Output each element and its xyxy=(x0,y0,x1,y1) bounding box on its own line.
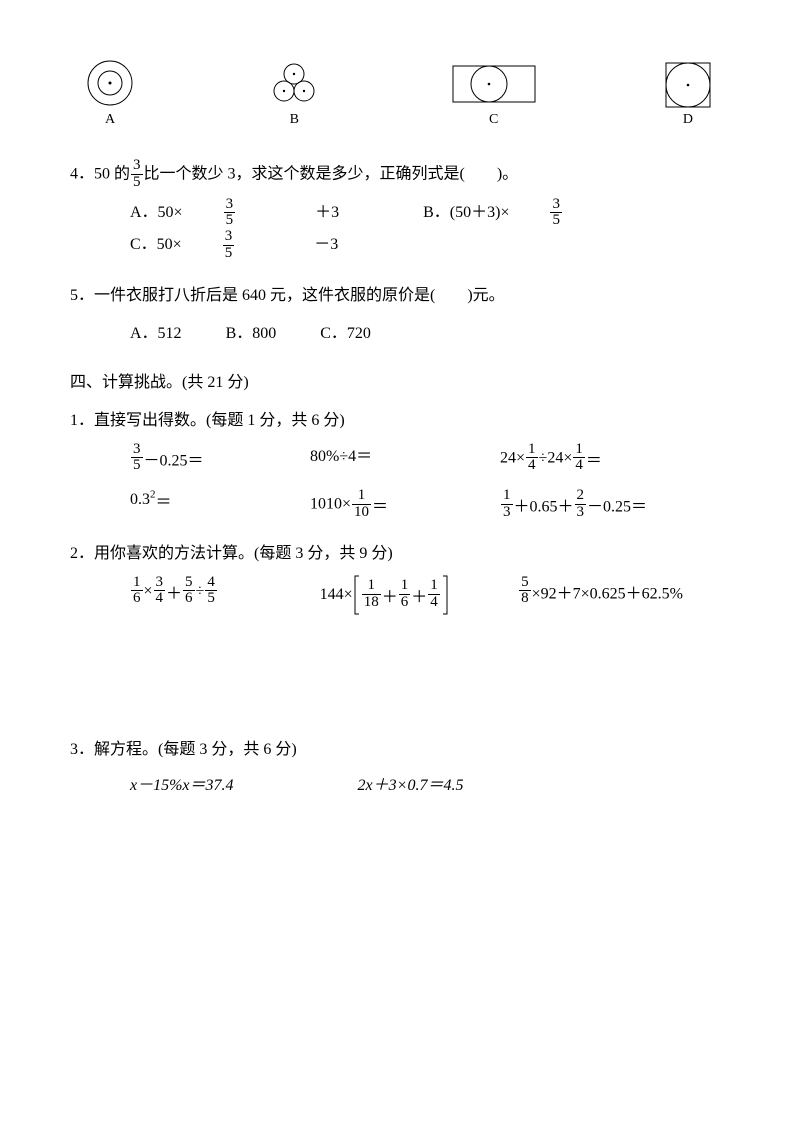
question-5: 5．一件衣服打八折后是 640 元，这件衣服的原价是( )元。 A．512 B．… xyxy=(70,280,723,350)
q4-suffix: 比一个数少 3，求这个数是多少，正确列式是( )。 xyxy=(144,165,519,182)
equation-1: x－15%x＝37.4 xyxy=(130,771,234,795)
three-circles-icon xyxy=(264,60,324,110)
figures-row: A B C xyxy=(70,60,723,128)
q4-option-a: A．50×35＋3 xyxy=(130,197,379,230)
calc-1b: 80%÷4＝ xyxy=(310,442,460,475)
calc-row-1: 35－0.25＝ 80%÷4＝ 24×14÷24×14＝ xyxy=(70,442,723,475)
circle-in-square-icon xyxy=(663,60,713,110)
q5-option-c: C．720 xyxy=(320,318,371,350)
calc-row-2: 0.32＝ 1010×110＝ 13＋0.65＋23－0.25＝ xyxy=(70,488,723,521)
q5-text: 5．一件衣服打八折后是 640 元，这件衣服的原价是( )元。 xyxy=(70,287,505,304)
figure-b: B xyxy=(264,60,324,128)
figure-c: C xyxy=(449,60,539,128)
q5-option-b: B．800 xyxy=(226,318,277,350)
right-bracket-icon xyxy=(441,575,449,615)
circle-in-rect-icon xyxy=(449,60,539,110)
q4-option-c: C．50×35－3 xyxy=(130,229,378,262)
concentric-circles-icon xyxy=(80,60,140,110)
figure-a-label: A xyxy=(80,112,140,128)
calc-2a: 0.32＝ xyxy=(130,488,270,521)
question-4: 4．50 的35比一个数少 3，求这个数是多少，正确列式是( )。 A．50×3… xyxy=(70,158,723,262)
page-content: A B C xyxy=(0,0,793,835)
calc-2c: 13＋0.65＋23－0.25＝ xyxy=(500,488,647,521)
equations-row: x－15%x＝37.4 2x＋3×0.7＝4.5 xyxy=(70,771,723,795)
calc2-a: 16×34＋56÷45 xyxy=(130,575,280,615)
figure-b-label: B xyxy=(264,112,324,128)
calc-2b: 1010×110＝ xyxy=(310,488,460,521)
q4-fraction: 35 xyxy=(131,158,143,191)
left-bracket-icon xyxy=(353,575,361,615)
q4-prefix: 4．50 的 xyxy=(70,165,130,182)
section-4-title: 四、计算挑战。(共 21 分) xyxy=(70,368,723,392)
calc2-row: 16×34＋56÷45 144×118＋16＋14 58×92＋7×0.625＋… xyxy=(70,575,723,615)
figure-d-label: D xyxy=(663,112,713,128)
sub-question-1: 1．直接写出得数。(每题 1 分，共 6 分) xyxy=(70,406,723,430)
sub-question-2: 2．用你喜欢的方法计算。(每题 3 分，共 9 分) xyxy=(70,539,723,563)
equation-2: 2x＋3×0.7＝4.5 xyxy=(358,771,464,795)
figure-d: D xyxy=(663,60,713,128)
q4-option-b: B．(50＋3)×35 xyxy=(423,197,642,230)
sub-question-3: 3．解方程。(每题 3 分，共 6 分) xyxy=(70,735,723,759)
q5-options: A．512 B．800 C．720 xyxy=(70,318,723,350)
figure-a: A xyxy=(80,60,140,128)
q5-option-a: A．512 xyxy=(130,318,182,350)
figure-c-label: C xyxy=(449,112,539,128)
calc-1c: 24×14÷24×14＝ xyxy=(500,442,602,475)
calc2-b: 144×118＋16＋14 xyxy=(320,575,478,615)
q4-options: A．50×35＋3 B．(50＋3)×35 C．50×35－3 xyxy=(70,197,723,262)
calc-1a: 35－0.25＝ xyxy=(130,442,270,475)
calc2-c: 58×92＋7×0.625＋62.5% xyxy=(518,575,683,615)
